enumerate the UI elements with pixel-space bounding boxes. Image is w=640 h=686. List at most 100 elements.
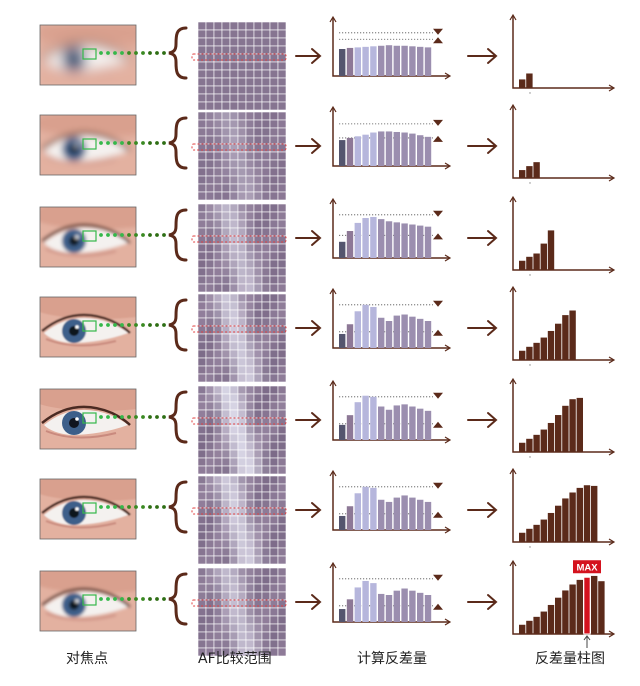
stage-row: [39, 195, 616, 293]
histogram-bar: [547, 512, 555, 542]
eye-photo: [39, 570, 137, 632]
histogram-bar: [547, 230, 555, 270]
histogram-bar: [540, 429, 547, 452]
histogram-bar: [519, 79, 526, 88]
histogram-bar: [576, 579, 583, 634]
contrast-bar: [409, 406, 416, 440]
focus-point-box: [82, 412, 97, 424]
contrast-bar: [409, 224, 416, 258]
contrast-bar: [424, 595, 432, 622]
contrast-bar: [393, 497, 400, 530]
histogram-bar: [533, 616, 540, 634]
histogram-bar: [555, 597, 562, 634]
histogram-bar: [526, 346, 533, 360]
curly-brace: [168, 208, 188, 262]
af-sample-band: [191, 53, 287, 61]
threshold-marker: [433, 233, 443, 240]
arrow-to-histogram: [467, 138, 498, 154]
contrast-bar: [385, 321, 393, 348]
threshold-marker: [433, 574, 443, 581]
contrast-bar: [339, 333, 346, 348]
af-grid: [191, 385, 287, 475]
contrast-bar: [385, 221, 393, 258]
contrast-bar: [393, 222, 400, 258]
contrast-bar: [409, 133, 416, 166]
contrast-histogram: MAX: [509, 559, 616, 648]
contrast-bar: [346, 137, 354, 166]
contrast-chart: [329, 287, 452, 352]
max-badge: [573, 560, 601, 574]
threshold-marker: [433, 329, 443, 336]
threshold-marker: [433, 392, 443, 399]
histogram-bar: [562, 590, 569, 634]
histogram-bar: [555, 415, 562, 452]
contrast-bar: [401, 45, 408, 76]
eye-photo: [39, 206, 137, 268]
contrast-chart: [329, 469, 452, 534]
histogram-bar: [591, 485, 598, 542]
histogram-bar-max: [583, 576, 591, 635]
af-sample-band: [191, 325, 287, 333]
histogram-bar: [555, 323, 562, 360]
contrast-bar: [370, 487, 377, 530]
contrast-bar: [424, 226, 432, 258]
contrast-bar: [346, 47, 354, 76]
histogram-bar: [555, 505, 562, 542]
contrast-bar: [378, 219, 385, 258]
stage-row: [39, 103, 616, 201]
af-sample-band: [191, 143, 287, 151]
histogram-bar: [583, 485, 591, 542]
contrast-bar: [354, 47, 361, 76]
contrast-chart: [329, 197, 452, 262]
contrast-bar: [393, 405, 400, 440]
eye-photo: [39, 388, 137, 450]
contrast-chart: [329, 105, 452, 170]
contrast-bar: [354, 311, 361, 348]
histogram-bar: [533, 434, 540, 452]
curly-brace: [168, 480, 188, 534]
eye-photo: [39, 24, 137, 86]
arrow-to-histogram: [467, 412, 498, 428]
histogram-bar: [547, 330, 555, 360]
max-pointer-arrow: [583, 635, 591, 648]
histogram-bar: [576, 397, 583, 452]
arrow-to-histogram: [467, 230, 498, 246]
histogram-bar: [519, 350, 526, 360]
contrast-bar: [409, 46, 416, 76]
contrast-histogram: [509, 467, 616, 548]
arrow-to-contrast: [295, 230, 322, 246]
contrast-histogram: [509, 377, 616, 458]
contrast-bar: [339, 609, 346, 622]
arrow-to-contrast: [295, 138, 322, 154]
contrast-bar: [385, 131, 393, 166]
contrast-bar: [393, 131, 400, 166]
af-grid: [191, 293, 287, 383]
curly-brace: [168, 116, 188, 170]
contrast-histogram: [509, 13, 616, 94]
label-focus-point: 对焦点: [66, 651, 108, 667]
histogram-bar: [569, 584, 576, 634]
stage-row: MAX: [39, 559, 616, 657]
arrow-to-contrast: [295, 320, 322, 336]
contrast-bar: [424, 501, 432, 530]
focus-connector: [99, 141, 166, 145]
contrast-bar: [417, 135, 424, 166]
contrast-bar: [401, 588, 408, 622]
histogram-bar: [526, 620, 533, 634]
contrast-bar: [339, 424, 346, 440]
arrow-to-contrast: [295, 594, 322, 610]
threshold-marker: [433, 300, 443, 307]
contrast-bar: [362, 134, 369, 166]
contrast-bar: [401, 132, 408, 166]
focus-connector: [99, 505, 166, 509]
histogram-bar: [547, 422, 555, 452]
stage-row: [39, 467, 616, 565]
contrast-bar: [385, 501, 393, 530]
contrast-bar: [417, 225, 424, 258]
focus-connector: [99, 233, 166, 237]
focus-connector: [99, 415, 166, 419]
focus-point-box: [82, 594, 97, 606]
contrast-bar: [424, 410, 432, 440]
contrast-bar: [385, 595, 393, 622]
contrast-bar: [346, 231, 354, 258]
